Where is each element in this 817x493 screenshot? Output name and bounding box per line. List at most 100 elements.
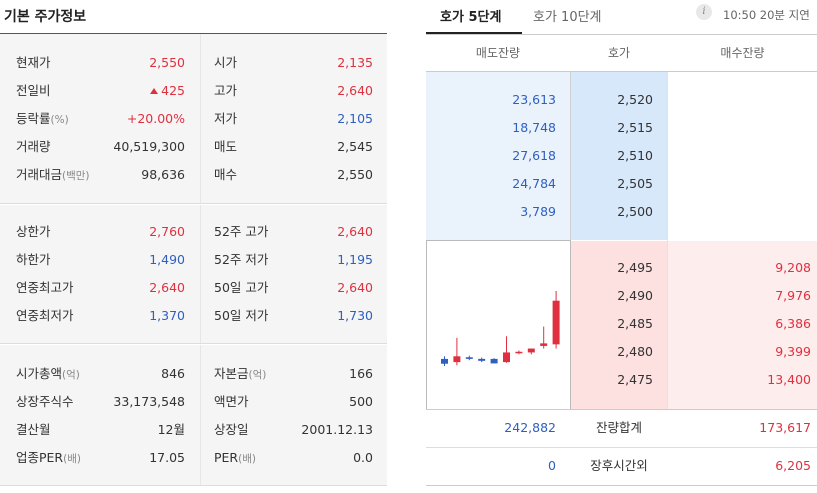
field-label-text: 52주 고가	[214, 224, 269, 239]
field-value-text: 2,760	[149, 224, 185, 239]
basic-price-info-panel: 기본 주가정보 현재가 2,550 시가 2,135 전일비 425 고가 2,640 등락률(…	[0, 0, 387, 493]
buy-qty-cell: 9,208	[775, 260, 811, 275]
sell-price-cell[interactable]: 2,505	[617, 176, 653, 191]
field-value: 98,636	[141, 161, 185, 189]
delay-notice: 10:50 20분 지연	[723, 8, 810, 22]
field-value: 12월	[158, 416, 185, 444]
field-value: 2,760	[149, 218, 185, 246]
info-row: 업종PER(배) 17.05 PER(배) 0.0	[0, 444, 387, 472]
column-divider	[200, 34, 201, 203]
buy-price-cell[interactable]: 2,495	[617, 260, 653, 275]
tab-5-levels[interactable]: 호가 5단계	[440, 10, 502, 25]
field-value-text: 33,173,548	[113, 394, 185, 409]
total-label: 잔량합계	[595, 420, 642, 435]
field-label-text: 52주 저가	[214, 252, 269, 267]
price-range-section: 상한가 2,760 52주 고가 2,640 하한가 1,490 52주 저가 1,195 연중…	[0, 205, 387, 344]
total-sell-qty: 0	[548, 458, 556, 473]
field-value: 0.0	[353, 450, 373, 465]
sell-price-cell[interactable]: 2,520	[617, 92, 653, 107]
field-label-text: 상한가	[16, 224, 51, 239]
field-value: +20.00%	[127, 105, 185, 133]
candle-body	[552, 300, 560, 345]
info-row: 상장주식수 33,173,548 액면가 500	[0, 388, 387, 416]
buy-price-area	[571, 241, 667, 409]
field-label: 매수	[214, 161, 237, 189]
field-label: 시가총액(억)	[16, 360, 80, 389]
field-label: 상장주식수	[16, 388, 74, 416]
field-label: 등락률(%)	[16, 105, 69, 134]
field-label-text: 연중최저가	[16, 308, 74, 323]
field-label-text: 고가	[214, 83, 238, 98]
up-triangle-icon	[150, 88, 159, 94]
field-label: PER(배)	[214, 444, 256, 473]
field-label: 52주 고가	[214, 218, 268, 246]
field-value: 2001.12.13	[301, 422, 373, 437]
sell-price-cell[interactable]: 2,500	[617, 204, 653, 219]
buy-price-cell[interactable]: 2,475	[617, 372, 653, 387]
buy-qty-cell: 6,386	[775, 316, 811, 331]
candle-body	[453, 356, 461, 363]
sell-price-cell[interactable]: 2,515	[617, 120, 653, 135]
candle-body	[490, 358, 498, 364]
total-buy-qty: 6,205	[775, 458, 811, 473]
field-value: 425	[150, 77, 185, 105]
field-value: 2,640	[337, 83, 373, 98]
field-label: 상한가	[16, 218, 51, 246]
buy-price-cell[interactable]: 2,490	[617, 288, 653, 303]
tab-10-levels[interactable]: 호가 10단계	[533, 10, 602, 25]
field-label: 연중최저가	[16, 302, 74, 330]
field-label-text: 저가	[214, 111, 238, 126]
field-unit: (%)	[50, 114, 69, 126]
column-divider	[200, 345, 201, 485]
field-value: 1,195	[337, 252, 373, 267]
field-label-text: 결산월	[16, 422, 51, 437]
field-value: 2,640	[337, 224, 373, 239]
info-row: 현재가 2,550 시가 2,135	[0, 49, 387, 77]
candle-body	[503, 352, 510, 363]
info-row: 등락률(%) +20.00% 저가 2,105	[0, 105, 387, 133]
field-label-text: PER	[214, 450, 239, 465]
info-row: 결산월 12월 상장일 2001.12.13	[0, 416, 387, 444]
field-label: 50일 저가	[214, 302, 268, 330]
field-value-text: 2,550	[149, 55, 185, 70]
field-label: 자본금(억)	[214, 360, 266, 389]
sell-price-area	[571, 72, 667, 240]
header-buy-qty: 매수잔량	[720, 46, 765, 60]
field-label: 고가	[214, 77, 237, 105]
sell-price-cell[interactable]: 2,510	[617, 148, 653, 163]
mini-candlestick-chart	[426, 240, 571, 410]
field-label-text: 하한가	[16, 252, 51, 267]
candle-body	[515, 351, 523, 354]
field-label: 매도	[214, 133, 237, 161]
field-unit: (배)	[238, 453, 256, 465]
company-info-section: 시가총액(억) 846 자본금(억) 166 상장주식수 33,173,548 액면가 500…	[0, 345, 387, 486]
sell-qty-cell: 27,618	[512, 148, 556, 163]
info-row: 거래대금(백만) 98,636 매수 2,550	[0, 161, 387, 189]
field-label-text: 상장일	[214, 422, 249, 437]
field-value: 33,173,548	[113, 388, 185, 416]
field-label-text: 현재가	[16, 55, 51, 70]
summary-divider	[426, 447, 817, 448]
total-sell-qty: 242,882	[504, 420, 556, 435]
sell-qty-cell: 23,613	[512, 92, 556, 107]
buy-qty-area	[668, 241, 817, 409]
field-value-text: 2,640	[149, 280, 185, 295]
sell-qty-cell: 24,784	[512, 176, 556, 191]
buy-price-cell[interactable]: 2,480	[617, 344, 653, 359]
field-label: 결산월	[16, 416, 51, 444]
field-value: 40,519,300	[113, 133, 185, 161]
field-label-text: 업종PER	[16, 450, 64, 465]
info-icon[interactable]: i	[696, 4, 712, 20]
header-sell-qty: 매도잔량	[475, 46, 521, 60]
price-info-section: 현재가 2,550 시가 2,135 전일비 425 고가 2,640 등락률(%) +20.00…	[0, 34, 387, 204]
field-value: 1,490	[149, 246, 185, 274]
candle-body	[441, 358, 448, 364]
field-value-text: 425	[161, 83, 185, 98]
buy-qty-cell: 9,399	[775, 344, 811, 359]
field-label: 시가	[214, 49, 237, 77]
field-label-text: 시가	[214, 55, 238, 70]
buy-price-cell[interactable]: 2,485	[617, 316, 653, 331]
field-value-text: 12월	[157, 422, 185, 437]
info-row: 거래량 40,519,300 매도 2,545	[0, 133, 387, 161]
header-divider	[426, 71, 817, 72]
